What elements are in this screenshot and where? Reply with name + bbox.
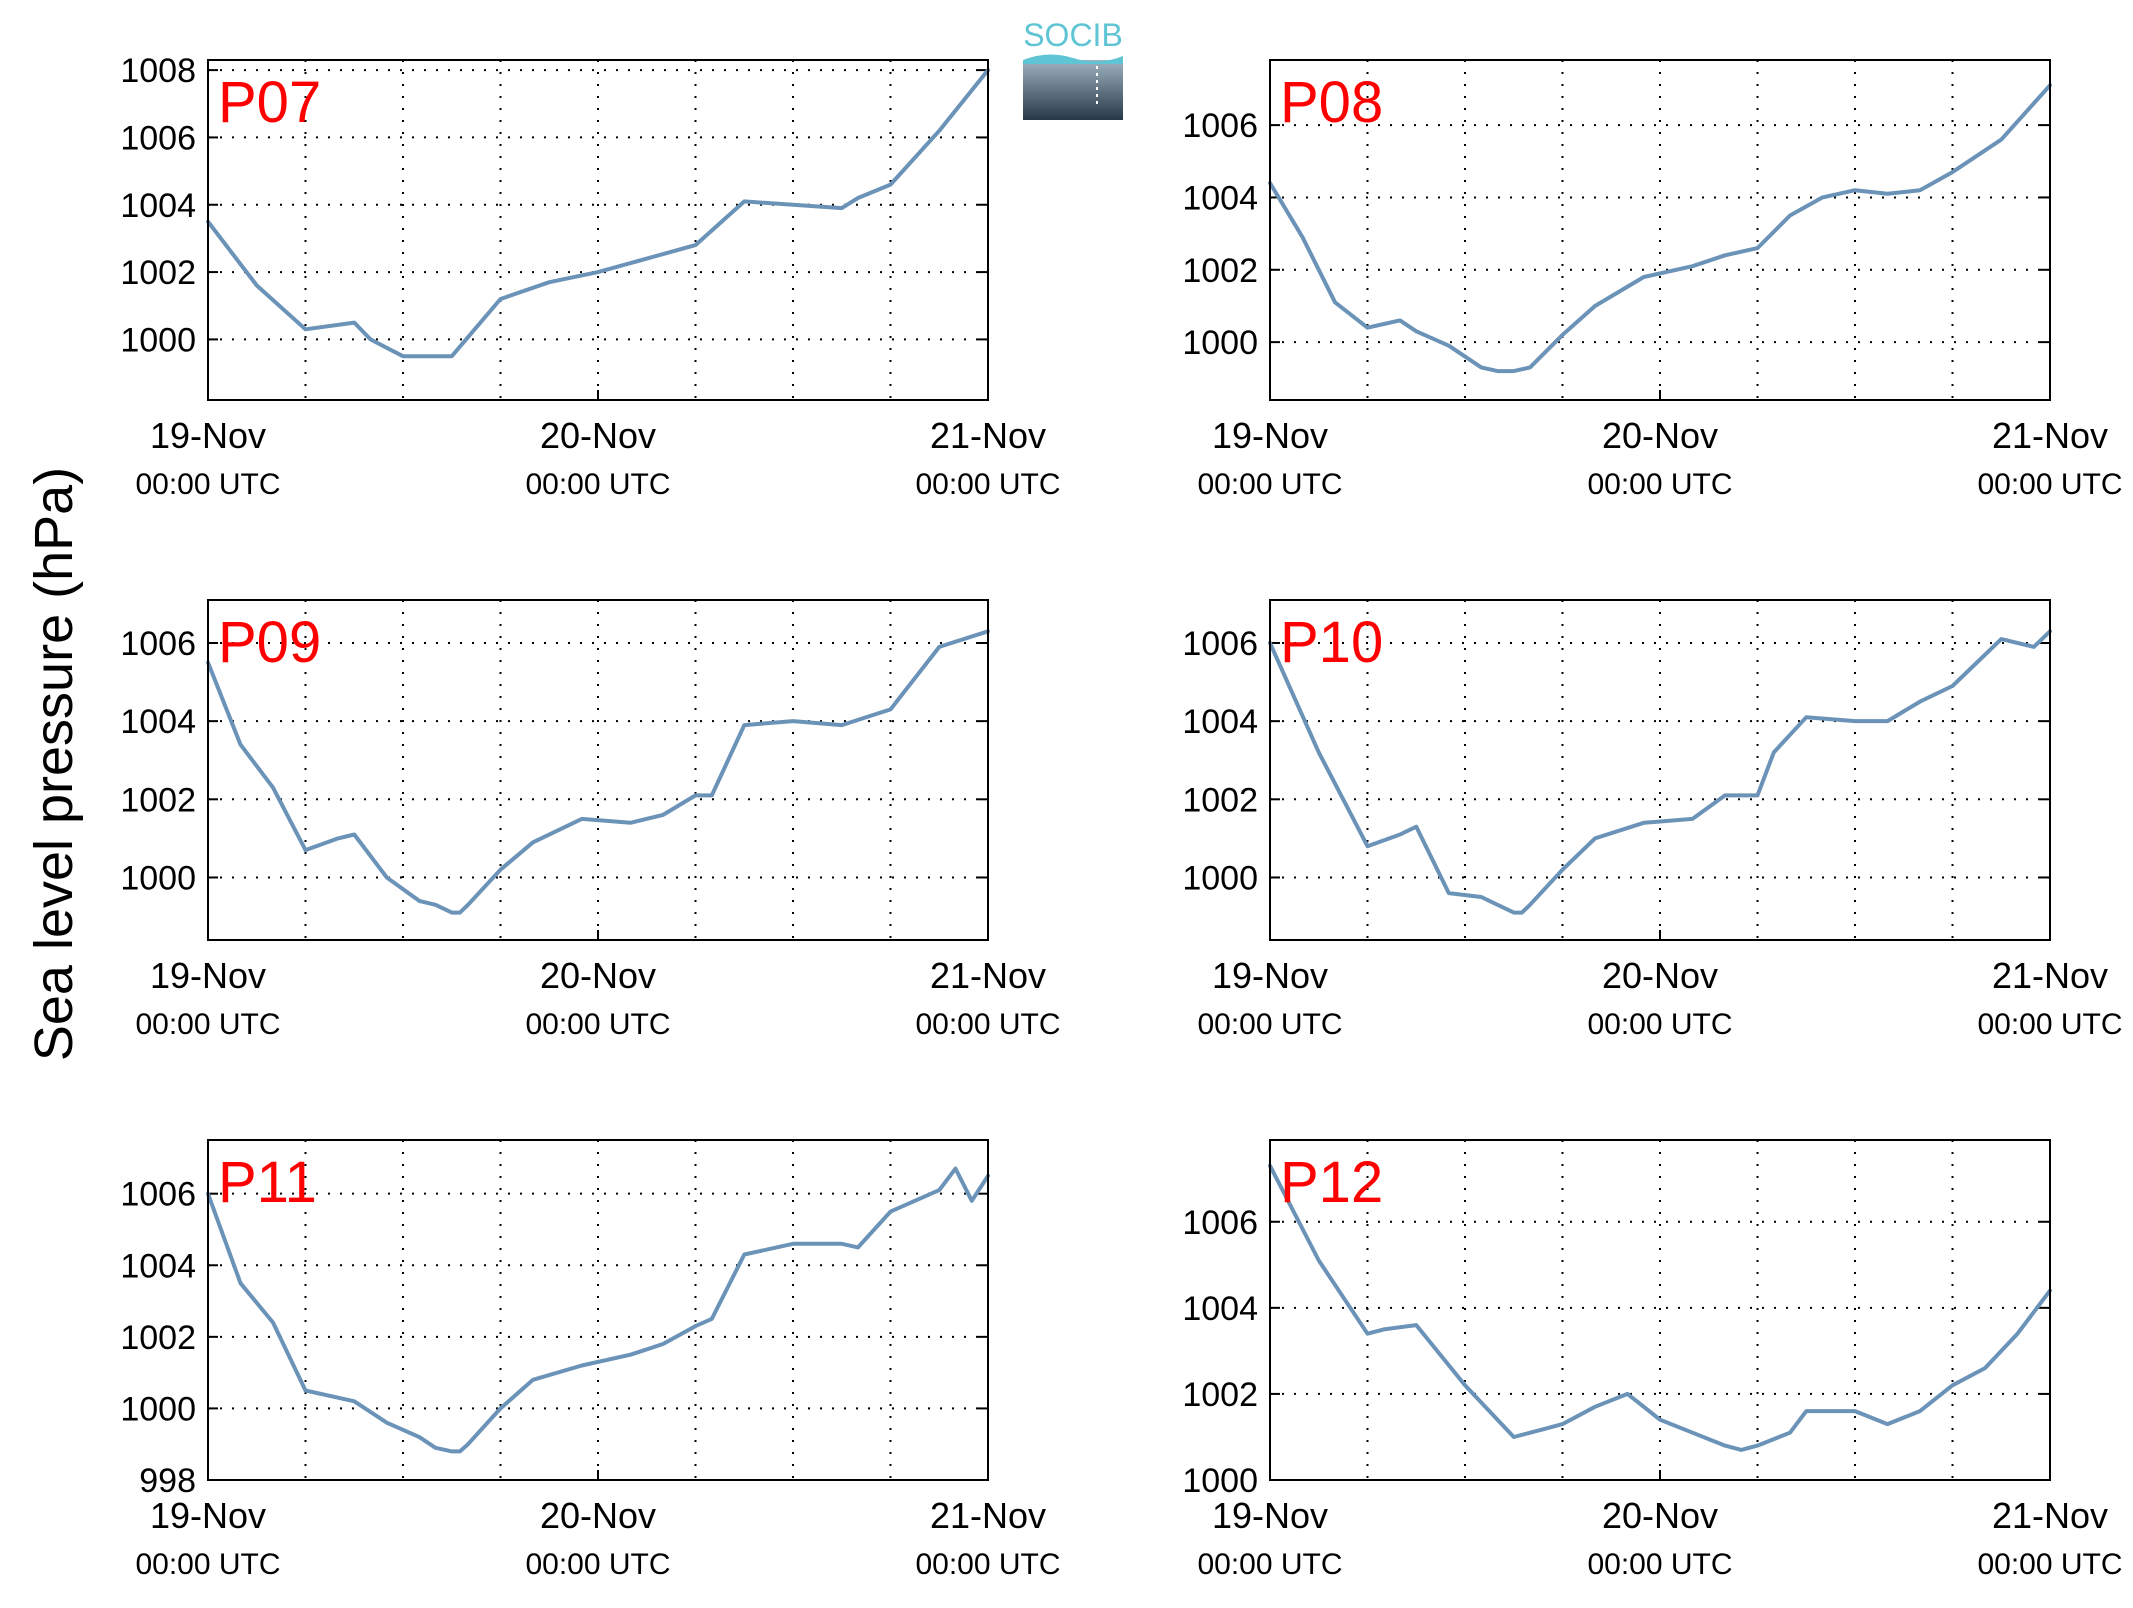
- logo-gradient-block: [1023, 60, 1123, 120]
- y-tick-label: 1004: [1182, 179, 1258, 217]
- x-tick-date-label: 21-Nov: [1992, 415, 2108, 456]
- x-tick-time-label: 00:00 UTC: [1977, 468, 2122, 501]
- panel-title: P09: [218, 610, 321, 675]
- x-tick-time-label: 00:00 UTC: [915, 1548, 1060, 1581]
- x-tick-time-label: 00:00 UTC: [1197, 1008, 1342, 1041]
- x-tick-time-label: 00:00 UTC: [525, 1008, 670, 1041]
- y-tick-label: 1002: [120, 254, 196, 292]
- panel-title: P11: [218, 1150, 317, 1215]
- x-tick-time-label: 00:00 UTC: [135, 1548, 280, 1581]
- series-line-p08: [1268, 83, 2052, 374]
- x-tick-time-label: 00:00 UTC: [915, 1008, 1060, 1041]
- x-tick-time-label: 00:00 UTC: [135, 468, 280, 501]
- x-tick-date-label: 19-Nov: [1212, 955, 1328, 996]
- x-tick-time-label: 00:00 UTC: [1587, 1008, 1732, 1041]
- x-tick-date-label: 20-Nov: [540, 1495, 656, 1536]
- axes-frame: [207, 59, 989, 401]
- axes-frame: [1269, 599, 2051, 941]
- y-tick-label: 1006: [120, 119, 196, 157]
- x-tick-date-label: 20-Nov: [540, 415, 656, 456]
- x-tick-date-label: 19-Nov: [150, 1495, 266, 1536]
- x-tick-date-label: 19-Nov: [150, 415, 266, 456]
- x-tick-date-label: 20-Nov: [540, 955, 656, 996]
- y-tick-label: 1006: [1182, 625, 1258, 663]
- x-tick-date-label: 20-Nov: [1602, 415, 1718, 456]
- panel-p12: 1000 1002 1004 1006 19-Nov 00:00 UTC 20-Nov 00:…: [1182, 1139, 2123, 1581]
- x-tick-date-label: 21-Nov: [930, 1495, 1046, 1536]
- y-tick-label: 1000: [120, 321, 196, 359]
- x-tick-date-label: 21-Nov: [930, 415, 1046, 456]
- x-tick-date-label: 19-Nov: [150, 955, 266, 996]
- x-tick-time-label: 00:00 UTC: [135, 1008, 280, 1041]
- x-tick-time-label: 00:00 UTC: [525, 468, 670, 501]
- panel-p09: 1000 1002 1004 1006 19-Nov 00:00 UTC 20-Nov 00:…: [120, 599, 1061, 1041]
- y-tick-label: 1006: [120, 625, 196, 663]
- y-tick-label: 1000: [120, 1390, 196, 1428]
- axes-frame: [207, 599, 989, 941]
- x-tick-date-label: 20-Nov: [1602, 1495, 1718, 1536]
- x-tick-date-label: 20-Nov: [1602, 955, 1718, 996]
- y-tick-label: 1004: [1182, 1290, 1258, 1328]
- x-tick-date-label: 19-Nov: [1212, 1495, 1328, 1536]
- y-tick-label: 1006: [1182, 1204, 1258, 1242]
- y-tick-label: 1002: [120, 781, 196, 819]
- x-tick-time-label: 00:00 UTC: [1587, 1548, 1732, 1581]
- x-tick-date-label: 21-Nov: [1992, 1495, 2108, 1536]
- x-tick-time-label: 00:00 UTC: [1197, 468, 1342, 501]
- x-tick-date-label: 21-Nov: [1992, 955, 2108, 996]
- y-tick-label: 1008: [120, 52, 196, 90]
- y-tick-label: 1000: [120, 859, 196, 897]
- panel-title: P07: [218, 70, 321, 135]
- y-tick-label: 1002: [1182, 1376, 1258, 1414]
- y-tick-label: 998: [139, 1462, 196, 1500]
- y-tick-label: 1004: [120, 703, 196, 741]
- y-tick-label: 1000: [1182, 324, 1258, 362]
- axes-frame: [1269, 1139, 2051, 1481]
- panel-p07: 1000 1002 1004 1006 1008 19-Nov 00:00 UTC 20-No…: [120, 52, 1060, 501]
- socib-logo: SOCIB: [1023, 17, 1123, 120]
- series-line-p07: [206, 68, 990, 359]
- logo-wave: [1023, 54, 1123, 64]
- y-tick-label: 1002: [1182, 252, 1258, 290]
- series-line-p12: [1268, 1163, 2052, 1452]
- panel-title: P08: [1280, 70, 1383, 135]
- y-tick-label: 1006: [120, 1176, 196, 1214]
- x-tick-time-label: 00:00 UTC: [915, 468, 1060, 501]
- y-tick-label: 1004: [120, 187, 196, 225]
- y-tick-label: 1000: [1182, 859, 1258, 897]
- panel-p10: 1000 1002 1004 1006 19-Nov 00:00 UTC 20-Nov 00:…: [1182, 599, 2123, 1041]
- x-tick-time-label: 00:00 UTC: [1977, 1008, 2122, 1041]
- x-tick-date-label: 21-Nov: [930, 955, 1046, 996]
- series-line-p11: [206, 1166, 990, 1454]
- series-line-p10: [1268, 629, 2052, 915]
- panel-title: P12: [1280, 1150, 1383, 1215]
- figure-ylabel: Sea level pressure (hPa): [24, 467, 84, 1061]
- y-tick-label: 1006: [1182, 107, 1258, 145]
- x-tick-time-label: 00:00 UTC: [1587, 468, 1732, 501]
- series-line-p09: [206, 629, 990, 915]
- x-tick-date-label: 19-Nov: [1212, 415, 1328, 456]
- y-tick-label: 1000: [1182, 1462, 1258, 1500]
- panel-title: P10: [1280, 610, 1383, 675]
- y-tick-label: 1004: [1182, 703, 1258, 741]
- axes-frame: [207, 1139, 989, 1481]
- x-tick-time-label: 00:00 UTC: [1197, 1548, 1342, 1581]
- y-tick-label: 1002: [1182, 781, 1258, 819]
- axes-frame: [1269, 59, 2051, 401]
- y-tick-label: 1002: [120, 1319, 196, 1357]
- x-tick-time-label: 00:00 UTC: [525, 1548, 670, 1581]
- panel-p11: 998 1000 1002 1004 1006 19-Nov 00:00 UTC 20-Nov…: [120, 1139, 1061, 1581]
- panel-p08: 1000 1002 1004 1006 19-Nov 00:00 UTC 20-Nov 00:…: [1182, 59, 2123, 501]
- x-tick-time-label: 00:00 UTC: [1977, 1548, 2122, 1581]
- panels: 1000 1002 1004 1006 1008 19-Nov 00:00 UTC 20-No…: [120, 52, 2122, 1581]
- logo-text: SOCIB: [1023, 17, 1123, 53]
- y-tick-label: 1004: [120, 1247, 196, 1285]
